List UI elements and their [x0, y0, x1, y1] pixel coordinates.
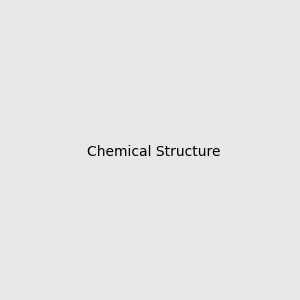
Text: Chemical Structure: Chemical Structure	[87, 145, 220, 158]
